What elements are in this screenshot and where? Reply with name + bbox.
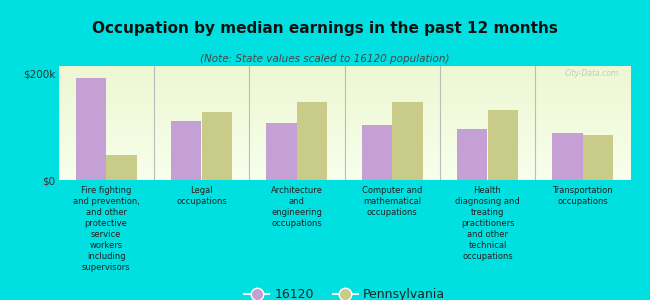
Text: (Note: State values scaled to 16120 population): (Note: State values scaled to 16120 popu… xyxy=(200,54,450,64)
Bar xyxy=(266,123,297,180)
Text: City-Data.com: City-Data.com xyxy=(565,69,619,78)
Bar xyxy=(202,112,232,180)
Bar xyxy=(488,110,518,180)
Bar xyxy=(106,154,136,180)
Bar xyxy=(171,121,202,180)
Bar xyxy=(297,101,328,180)
Bar xyxy=(75,78,106,180)
Bar xyxy=(392,101,422,180)
Bar xyxy=(552,133,583,180)
Text: Occupation by median earnings in the past 12 months: Occupation by median earnings in the pas… xyxy=(92,21,558,36)
Bar xyxy=(457,129,488,180)
Legend: 16120, Pennsylvania: 16120, Pennsylvania xyxy=(239,283,450,300)
Bar xyxy=(361,125,392,180)
Bar xyxy=(583,136,614,180)
